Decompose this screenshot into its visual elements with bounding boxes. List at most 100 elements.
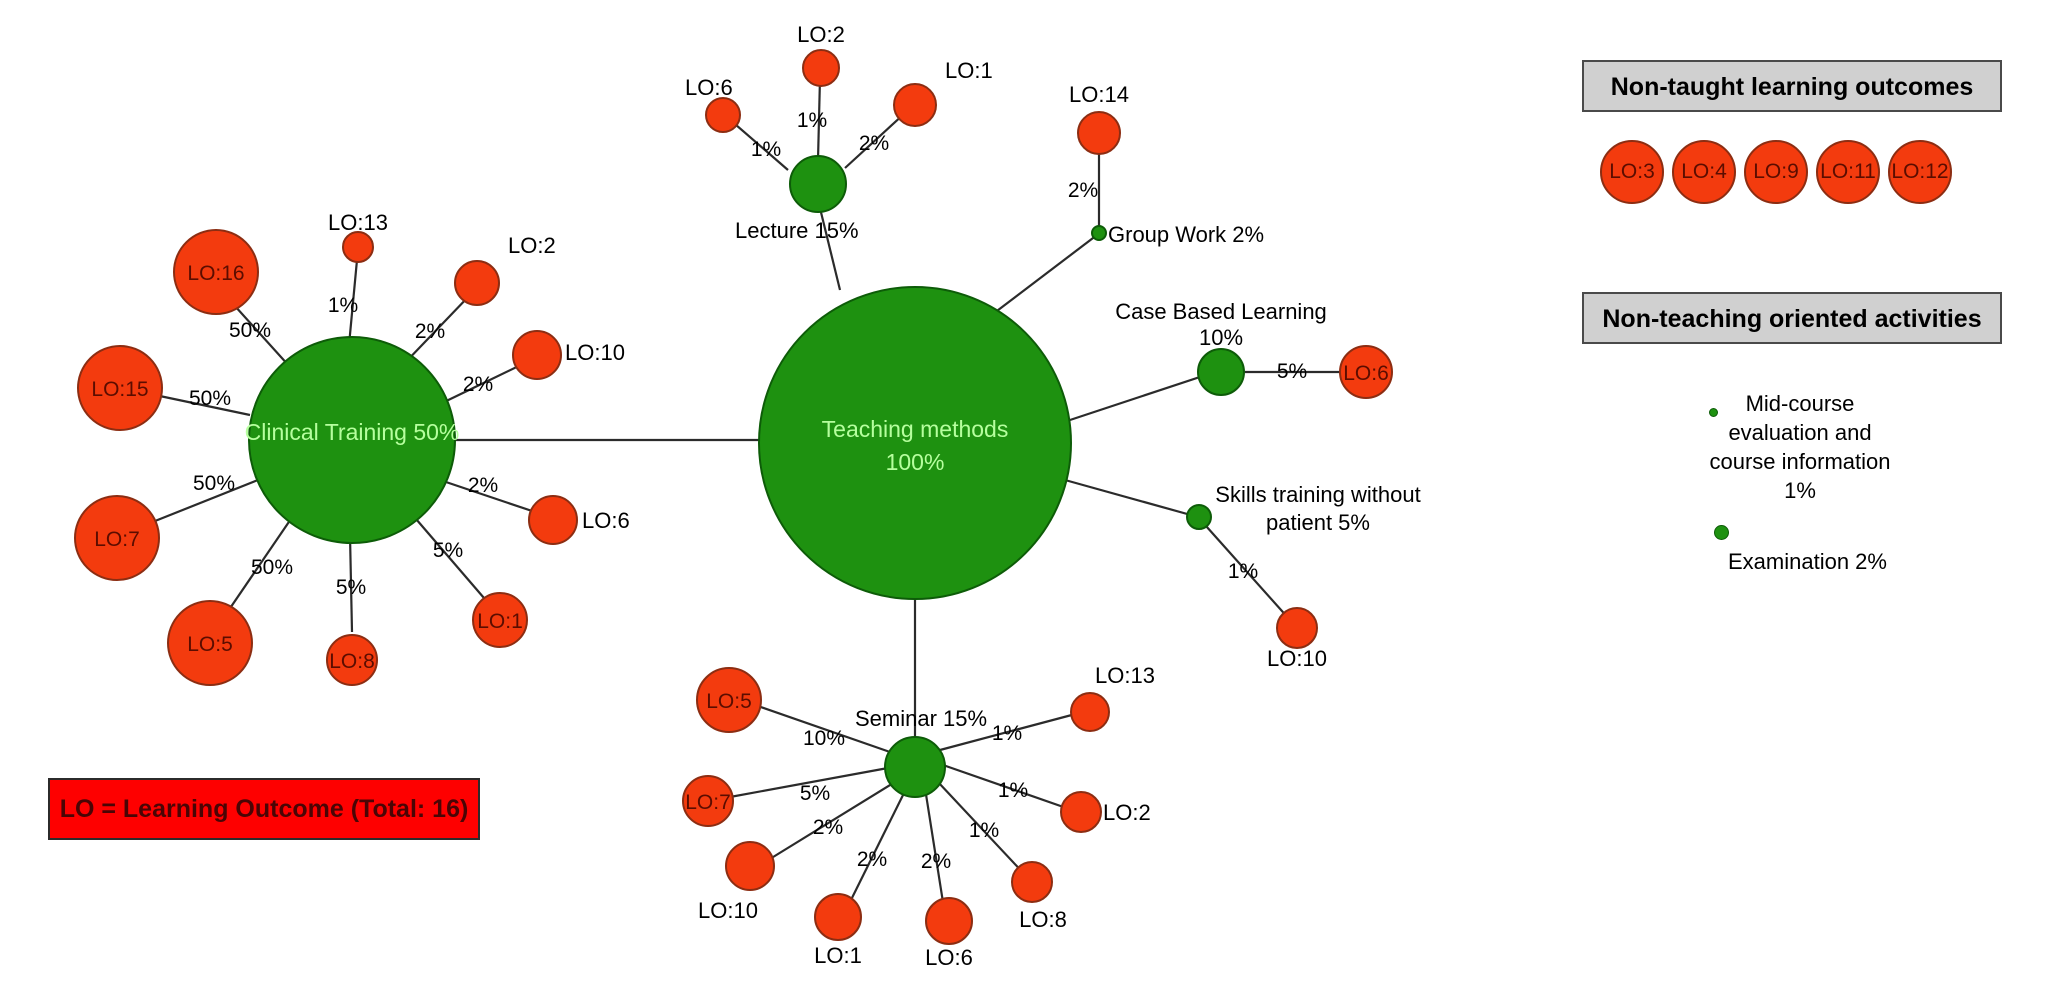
mid-course-dot-icon [1709,408,1718,417]
lo-chip-3[interactable]: LO:3 [1600,140,1664,204]
node-lo-clinical-5[interactable] [528,495,578,545]
node-lo-seminar-0[interactable] [696,667,762,733]
pct-lecture-2: 2% [859,132,889,155]
label-lo-skills-0: LO:10 [1267,646,1327,671]
lo-chip-11[interactable]: LO:11 [1816,140,1880,204]
pct-seminar-3: 2% [857,848,887,871]
label-lo-lecture-2: LO:1 [945,58,993,83]
edge-seminar-lo6 [923,787,947,916]
label-lo-clinical-7: LO:1 [477,610,523,633]
label-lo-clinical-3: LO:10 [565,340,625,365]
node-lo-clinical-7[interactable] [472,592,528,648]
node-lo-lecture-2[interactable] [893,83,937,127]
node-lo-clinical-3[interactable] [512,330,562,380]
label-skills-training-pct: patient 5% [1266,510,1370,535]
edge-group [144,77,1340,916]
label-lo-seminar-1: LO:7 [685,791,731,814]
edge-root-groupwork [984,234,1098,321]
label-lo-seminar-3: LO:1 [814,943,862,968]
lo-chip-4[interactable]: LO:4 [1672,140,1736,204]
activity-mid-course-label: Mid-course evaluation and course informa… [1709,391,1891,503]
edge-clinical-lo13 [347,259,359,346]
edge-root-skills [1064,478,1199,519]
edge-seminar-lo8 [937,781,1028,878]
lo-chip-9[interactable]: LO:9 [1744,140,1808,204]
node-clinical-training[interactable] [248,336,456,544]
node-lo-skills-0[interactable] [1276,607,1318,649]
legend-learning-outcome-label: LO = Learning Outcome (Total: 16) [59,794,469,823]
pct-seminar-5: 1% [969,819,999,842]
node-case-based-learning[interactable] [1197,348,1245,396]
legend-learning-outcome: LO = Learning Outcome (Total: 16) [48,778,480,840]
edge-seminar-lo2 [942,763,1073,812]
label-case-based-learning-pct: 10% [1199,325,1243,350]
node-lo-seminar-5[interactable] [1011,861,1053,903]
edge-lecture-lo2 [816,77,822,161]
label-group-work: Group Work 2% [1108,222,1264,247]
pct-seminar-0: 10% [803,727,845,750]
node-lo-casebased-0[interactable] [1339,345,1393,399]
pct-skills-0: 1% [1228,560,1258,583]
label-lo-lecture-1: LO:2 [797,22,845,47]
pct-lecture-0: 1% [751,138,781,161]
activity-examination: Examination 2% [1728,518,2008,576]
pct-seminar-4: 2% [921,850,951,873]
lo-chip-9-label: LO:9 [1753,160,1799,183]
label-lo-clinical-9: LO:8 [329,650,375,673]
pct-lecture-1: 1% [797,109,827,132]
node-lo-seminar-6[interactable] [1060,791,1102,833]
node-lo-clinical-8[interactable] [167,600,253,686]
panel-non-teaching-title: Non-teaching oriented activities [1602,305,1982,333]
edge-root-lecture [816,199,842,291]
node-lo-clinical-4[interactable] [77,345,163,431]
node-lo-groupwork-0[interactable] [1077,111,1121,155]
edge-seminar-lo7 [729,766,889,799]
examination-dot-icon [1714,525,1729,540]
node-lo-seminar-4[interactable] [925,897,973,945]
label-lo-clinical-1: LO:13 [328,210,388,235]
node-lo-clinical-0[interactable] [173,229,259,315]
pct-clinical-8: 50% [251,556,293,579]
label-lo-clinical-0: LO:16 [187,262,244,285]
non-taught-lo-row: LO:3 LO:4 LO:9 LO:11 LO:12 [1600,140,1952,204]
label-lo-seminar-5: LO:8 [1019,907,1067,932]
pct-seminar-1: 5% [800,782,830,805]
node-lo-clinical-1[interactable] [342,231,374,263]
edge-skills-lo10 [1205,525,1291,621]
node-group-work[interactable] [1091,225,1107,241]
node-lo-seminar-3[interactable] [814,893,862,941]
pct-clinical-1: 1% [328,294,358,317]
edge-clinical-lo5 [221,512,296,621]
node-skills-training[interactable] [1186,504,1212,530]
pct-clinical-6: 50% [193,472,235,495]
label-lo-clinical-5: LO:6 [582,508,630,533]
edge-seminar-lo1 [844,786,908,913]
node-lo-clinical-2[interactable] [454,260,500,306]
node-lo-seminar-2[interactable] [725,841,775,891]
label-lo-clinical-2: LO:2 [508,233,556,258]
label-lo-seminar-7: LO:13 [1095,663,1155,688]
lo-chip-12[interactable]: LO:12 [1888,140,1952,204]
node-lo-lecture-0[interactable] [705,97,741,133]
node-lecture[interactable] [789,155,847,213]
node-lo-lecture-1[interactable] [802,49,840,87]
edge-seminar-lo5 [754,703,891,754]
node-lo-seminar-1[interactable] [682,775,734,827]
node-seminar[interactable] [884,736,946,798]
pct-clinical-0: 50% [229,319,271,342]
activity-mid-course-evaluation: Mid-course evaluation and course informa… [1660,360,1940,505]
node-lo-clinical-9[interactable] [326,634,378,686]
pct-clinical-9: 5% [336,576,366,599]
node-lo-seminar-7[interactable] [1070,692,1110,732]
label-lo-lecture-0: LO:6 [685,75,733,100]
pct-seminar-6: 1% [998,779,1028,802]
node-teaching-methods[interactable] [758,286,1072,600]
label-lo-casebased-0: LO:6 [1343,362,1389,385]
pct-clinical-7: 5% [433,539,463,562]
panel-non-teaching-header: Non-teaching oriented activities [1582,292,2002,344]
pct-clinical-5: 2% [468,474,498,497]
label-lo-seminar-4: LO:6 [925,945,973,970]
pct-seminar-7: 1% [992,722,1022,745]
node-lo-clinical-6[interactable] [74,495,160,581]
